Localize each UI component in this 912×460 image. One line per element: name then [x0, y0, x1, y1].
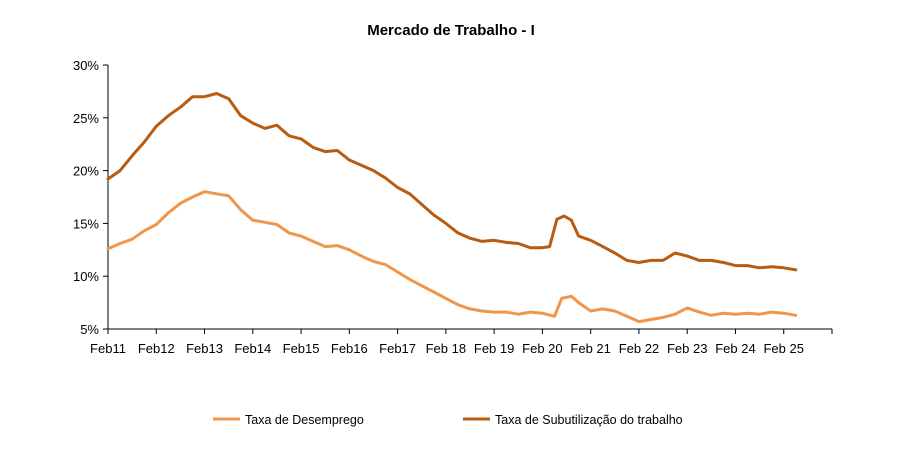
y-tick-label: 10%	[73, 269, 99, 284]
chart-title: Mercado de Trabalho - I	[367, 22, 535, 39]
y-tick-label: 20%	[73, 164, 99, 179]
x-tick-label: Feb16	[331, 341, 368, 356]
x-tick-label: Feb15	[283, 341, 320, 356]
y-tick-label: 15%	[73, 216, 99, 231]
series-layer	[106, 92, 798, 324]
x-tick-label: Feb11	[90, 341, 126, 356]
x-tick-label: Feb 20	[522, 341, 562, 356]
x-tick-label: Feb 23	[667, 341, 707, 356]
legend-label-1: Taxa de Desemprego	[245, 413, 364, 427]
x-tick-label: Feb 18	[426, 341, 466, 356]
legend-label-2: Taxa de Subutilização do trabalho	[495, 413, 683, 427]
legend: Taxa de Desemprego Taxa de Subutilização …	[213, 413, 683, 427]
y-tick-label: 25%	[73, 111, 99, 126]
y-tick-label: 30%	[73, 58, 99, 73]
y-tick-label: 5%	[80, 322, 99, 337]
x-tick-label: Feb14	[234, 341, 271, 356]
x-tick-label: Feb 21	[570, 341, 610, 356]
x-tick-label: Feb17	[379, 341, 416, 356]
x-tick-label: Feb 19	[474, 341, 514, 356]
x-tick-label: Feb 25	[763, 341, 803, 356]
x-tick-label: Feb 22	[619, 341, 659, 356]
series-line-1	[106, 190, 798, 324]
x-tick-label: Feb12	[138, 341, 175, 356]
y-axis: 30% 25% 20% 15% 10% 5%	[73, 58, 109, 337]
x-tick-label: Feb13	[186, 341, 223, 356]
x-axis: Feb11 Feb12 Feb13 Feb14 Feb15 Feb16 Feb17 Feb 1…	[90, 328, 833, 356]
x-tick-label: Feb 24	[715, 341, 755, 356]
series-line-2	[106, 92, 798, 272]
